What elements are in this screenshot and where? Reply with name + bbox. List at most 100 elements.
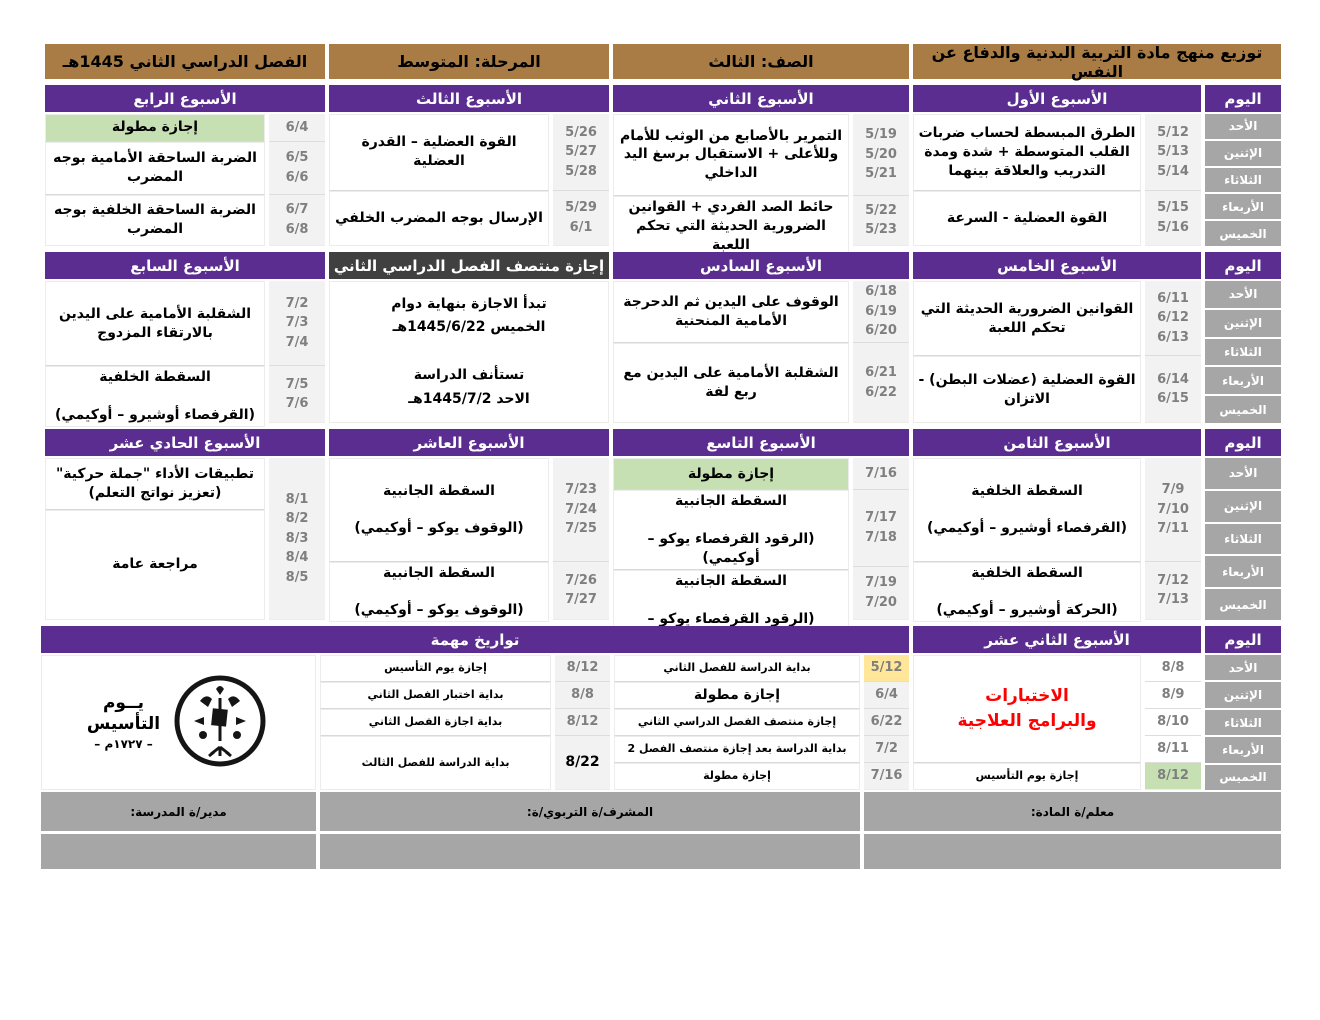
- date-cell: 6/7 6/8: [269, 194, 325, 246]
- band-weeks-8-11: اليوم الأسبوع الثامن الأسبوع التاسع الأس…: [41, 429, 1281, 650]
- lesson-cell: القوة العضلية - السرعة: [913, 190, 1141, 246]
- date-cell: 7/5 7/6: [269, 366, 325, 423]
- week-10-dates: 7/23 7/24 7/25 7/26 7/27: [553, 458, 609, 620]
- important-dates-right-dates: 5/12 6/4 6/22 7/2 7/16: [864, 655, 909, 790]
- week-12-dates: 8/8 8/9 8/10 8/11 8/12: [1145, 655, 1201, 790]
- week-9-dates: 7/16 7/17 7/18 7/19 7/20: [853, 458, 909, 620]
- event-cell: إجازة منتصف الفصل الدراسي الثاني: [614, 709, 860, 736]
- midterm-break-body: تبدأ الاجازة بنهاية دوام الخميس 1445/6/2…: [329, 281, 609, 423]
- lesson-cell: الوقوف على اليدين ثم الدحرجة الأمامية ال…: [613, 281, 849, 344]
- week-8-content: السقطة الخلفية (القرفصاء أوشيرو – أوكيمي…: [913, 458, 1141, 623]
- lesson-cell: السقطة الجانبية (الرقود القرفصاء يوكو – …: [613, 490, 849, 570]
- week-3-content: القوة العضلية – القدرة العضلية الإرسال ب…: [329, 114, 549, 246]
- date-cell: 7/26 7/27: [553, 561, 609, 620]
- day-monday: الإثنين: [1205, 490, 1281, 524]
- day-column-header: اليوم: [1205, 626, 1281, 653]
- day-wednesday: الأربعاء: [1205, 556, 1281, 590]
- founding-day-holiday-cell: إجازة يوم التأسيس: [913, 763, 1141, 790]
- date-cell: 6/18 6/19 6/20: [853, 281, 909, 344]
- midterm-break-text: تبدأ الاجازة بنهاية دوام الخميس 1445/6/2…: [329, 281, 609, 423]
- date-cell: 8/12: [555, 655, 610, 682]
- date-cell: 7/12 7/13: [1145, 561, 1201, 620]
- lesson-cell: الضربة الساحقة الأمامية بوجه المضرب: [45, 141, 265, 195]
- lesson-cell: القوة العضلية (عضلات البطن) - الاتزان: [913, 356, 1141, 423]
- date-cell: 7/16: [864, 763, 909, 790]
- day-wednesday: الأربعاء: [1205, 737, 1281, 765]
- week-12-content: الاختبارات والبرامج العلاجية إجازة يوم ا…: [913, 655, 1141, 790]
- day-column-header: اليوم: [1205, 252, 1281, 279]
- day-sunday: الأحد: [1205, 458, 1281, 491]
- week-11-dates: 8/1 8/2 8/3 8/4 8/5: [269, 458, 325, 620]
- week-10-header: الأسبوع العاشر: [329, 429, 609, 456]
- date-cell: 5/29 6/1: [553, 190, 609, 246]
- important-dates-left-dates: 8/12 8/8 8/12 8/22: [555, 655, 610, 790]
- founding-day-logo: يــوم التأسيس – ١٧٢٧م –: [41, 655, 316, 790]
- lesson-cell: السقطة الجانبية (الوقوف يوكو – أوكيمي): [329, 458, 549, 562]
- day-thursday: الخميس: [1205, 589, 1281, 620]
- week-4-dates: 6/4 6/5 6/6 6/7 6/8: [269, 114, 325, 246]
- date-cell: 6/14 6/15: [1145, 356, 1201, 423]
- date-cell: 8/8: [1145, 655, 1201, 682]
- week-1-dates: 5/12 5/13 5/14 5/15 5/16: [1145, 114, 1201, 246]
- signature-footer: معلم/ة المادة: المشرف/ة التربوي/ة: مدير/…: [41, 792, 1281, 869]
- teacher-signature-label: معلم/ة المادة:: [864, 792, 1281, 831]
- stage-label: المرحلة: المتوسط: [329, 44, 609, 79]
- lesson-cell: حائط الصد الفردي + القوانين الضرورية الح…: [613, 195, 849, 257]
- date-cell: 6/4: [864, 682, 909, 709]
- week-9-content: إجازة مطولة السقطة الجانبية (الرقود القر…: [613, 458, 849, 650]
- day-sunday: الأحد: [1205, 281, 1281, 310]
- lesson-cell: الضربة الساحقة الخلفية بوجه المضرب: [45, 194, 265, 246]
- week-3-header: الأسبوع الثالث: [329, 85, 609, 112]
- week-2-header: الأسبوع الثاني: [613, 85, 909, 112]
- date-cell: 7/16: [853, 458, 909, 491]
- teacher-signature-cell: [864, 834, 1281, 869]
- day-column-header: اليوم: [1205, 429, 1281, 456]
- founding-day-wordmark: يــوم التأسيس – ١٧٢٧م –: [87, 672, 160, 774]
- week-7-dates: 7/2 7/3 7/4 7/5 7/6: [269, 281, 325, 423]
- week-5-content: القوانين الضرورية الحديثة التي تحكم اللع…: [913, 281, 1141, 423]
- lesson-cell: السقطة الجانبية (الوقوف يوكو – أوكيمي): [329, 561, 549, 623]
- week-8-header: الأسبوع الثامن: [913, 429, 1201, 456]
- band-weeks-1-4: اليوم الأسبوع الأول الأسبوع الثاني الأسب…: [41, 85, 1281, 257]
- lesson-cell: التمرير بالأصابع من الوثب للأمام وللأعلى…: [613, 114, 849, 196]
- day-thursday: الخميس: [1205, 221, 1281, 246]
- date-cell: 8/22: [555, 736, 610, 790]
- lesson-cell: السقطة الخلفية (القرفصاء أوشيرو – أوكيمي…: [913, 458, 1141, 562]
- day-column: الأحد الإثنين الثلاثاء الأربعاء الخميس: [1205, 281, 1281, 423]
- date-cell: 7/2 7/3 7/4: [269, 281, 325, 367]
- week-6-content: الوقوف على اليدين ثم الدحرجة الأمامية ال…: [613, 281, 849, 423]
- holiday-cell: إجازة مطولة: [613, 458, 849, 491]
- event-cell: بداية اختبار الفصل الثاني: [320, 682, 551, 709]
- founding-day-year: – ١٧٢٧م –: [94, 737, 153, 752]
- event-cell: إجازة مطولة: [614, 763, 860, 790]
- lesson-cell: الطرق المبسطة لحساب ضربات القلب المتوسطة…: [913, 114, 1141, 191]
- week-6-header: الأسبوع السادس: [613, 252, 909, 279]
- doc-title: توزيع منهج مادة التربية البدنية والدفاع …: [913, 43, 1281, 81]
- week-9-header: الأسبوع التاسع: [613, 429, 909, 456]
- midterm-break-header: إجازة منتصف الفصل الدراسي الثاني: [329, 252, 609, 279]
- week-3-dates: 5/26 5/27 5/28 5/29 6/1: [553, 114, 609, 246]
- lesson-cell: الشقلبة الأمامية على اليدين بالارتقاء ال…: [45, 281, 265, 367]
- day-wednesday: الأربعاء: [1205, 367, 1281, 397]
- lesson-cell: تطبيقات الأداء "جملة حركية" (تعزيز نواتج…: [45, 458, 265, 510]
- date-cell: 7/9 7/10 7/11: [1145, 458, 1201, 562]
- title-bar: توزيع منهج مادة التربية البدنية والدفاع …: [41, 43, 1281, 81]
- event-cell: إجازة يوم التأسيس: [320, 655, 551, 682]
- day-wednesday: الأربعاء: [1205, 194, 1281, 222]
- principal-signature-cell: [41, 834, 316, 869]
- supervisor-signature-cell: [320, 834, 860, 869]
- week-12-header: الأسبوع الثاني عشر: [913, 626, 1201, 653]
- lesson-cell: القوة العضلية – القدرة العضلية: [329, 114, 549, 191]
- week-5-dates: 6/11 6/12 6/13 6/14 6/15: [1145, 281, 1201, 423]
- date-cell: 6/5 6/6: [269, 141, 325, 195]
- date-cell: 5/12: [864, 655, 909, 682]
- date-cell: 8/1 8/2 8/3 8/4 8/5: [269, 458, 325, 620]
- date-cell: 8/9: [1145, 682, 1201, 709]
- day-tuesday: الثلاثاء: [1205, 167, 1281, 195]
- day-monday: الإثنين: [1205, 682, 1281, 710]
- day-sunday: الأحد: [1205, 114, 1281, 141]
- week-11-header: الأسبوع الحادي عشر: [45, 429, 325, 456]
- date-cell: 8/12: [555, 709, 610, 736]
- day-column: الأحد الإثنين الثلاثاء الأربعاء الخميس: [1205, 114, 1281, 246]
- date-cell: 5/26 5/27 5/28: [553, 114, 609, 191]
